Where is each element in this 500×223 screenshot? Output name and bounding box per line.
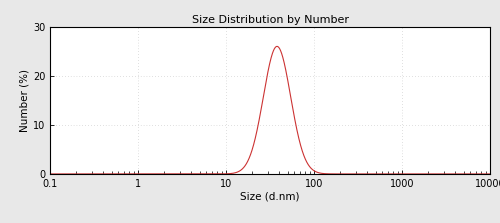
X-axis label: Size (d.nm): Size (d.nm) xyxy=(240,192,300,202)
Y-axis label: Number (%): Number (%) xyxy=(20,69,30,132)
Title: Size Distribution by Number: Size Distribution by Number xyxy=(192,14,348,25)
